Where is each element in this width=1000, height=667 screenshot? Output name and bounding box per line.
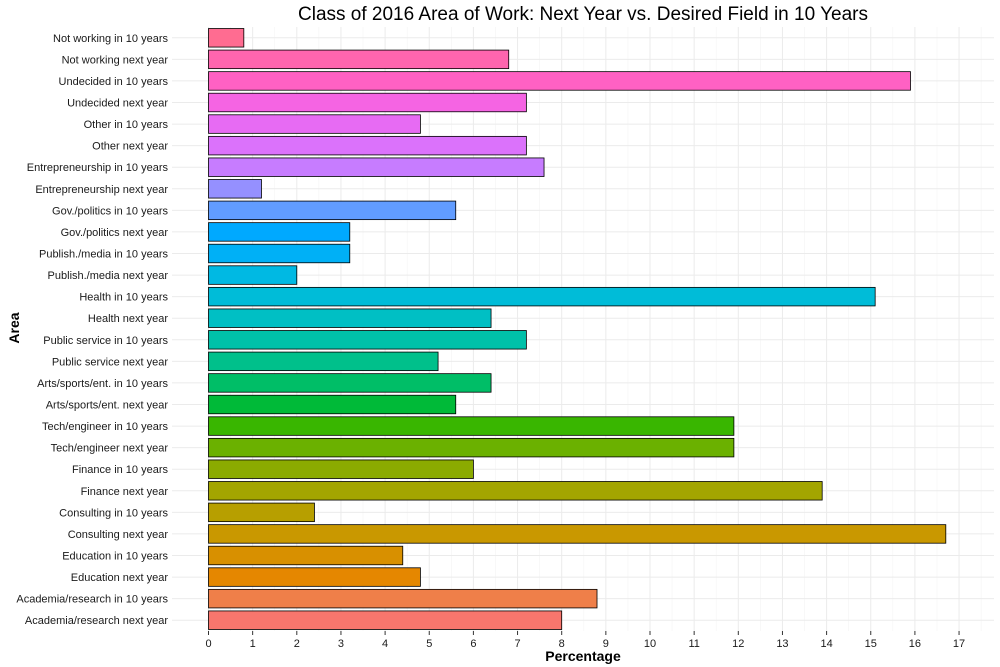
- x-tick-label: 14: [820, 638, 832, 650]
- y-tick-label: Gov./politics next year: [61, 227, 169, 239]
- x-tick-label: 12: [732, 638, 744, 650]
- y-tick-label: Finance in 10 years: [72, 464, 168, 476]
- bar: [208, 394, 457, 415]
- y-axis-title: Area: [6, 312, 22, 343]
- y-tick-label: Not working in 10 years: [53, 33, 168, 45]
- bar: [208, 200, 457, 221]
- x-tick-label: 11: [688, 638, 699, 650]
- y-tick-label: Undecided next year: [67, 98, 168, 110]
- bar: [208, 567, 421, 587]
- bar: [208, 286, 876, 307]
- bar: [208, 179, 262, 199]
- x-tick-label: 4: [382, 638, 388, 650]
- bar: [208, 545, 404, 566]
- bar: [208, 459, 474, 479]
- bar: [208, 373, 492, 393]
- y-tick-label: Finance next year: [81, 486, 169, 498]
- x-tick-label: 6: [470, 638, 476, 650]
- bar: [208, 610, 563, 630]
- bar: [208, 481, 823, 501]
- x-tick-label: 9: [603, 638, 609, 650]
- y-tick-labels: Academia/research next year Academia/rese…: [16, 33, 168, 627]
- bar: [208, 416, 735, 436]
- chart-title: Class of 2016 Area of Work: Next Year vs…: [298, 4, 868, 25]
- y-tick-label: Gov./politics in 10 years: [52, 205, 168, 217]
- x-tick-label: 1: [250, 638, 256, 650]
- bar: [208, 502, 315, 523]
- y-tick-label: Other in 10 years: [84, 119, 169, 131]
- y-tick-label: Consulting next year: [68, 529, 169, 541]
- y-tick-label: Publish./media next year: [48, 270, 169, 282]
- bar: [208, 308, 492, 328]
- y-tick-label: Tech/engineer in 10 years: [42, 421, 168, 433]
- y-tick-label: Arts/sports/ent. in 10 years: [37, 378, 168, 390]
- x-tick-label: 7: [514, 638, 520, 650]
- y-tick-label: Public service in 10 years: [43, 335, 168, 347]
- x-tick-label: 0: [205, 638, 211, 650]
- x-axis-title: Percentage: [545, 648, 621, 664]
- y-tick-label: Health next year: [88, 313, 168, 325]
- x-tick-label: 8: [559, 638, 565, 650]
- bar: [208, 588, 598, 609]
- y-tick-label: Academia/research in 10 years: [16, 594, 168, 606]
- bar: [208, 92, 527, 113]
- y-tick-label: Undecided in 10 years: [59, 76, 169, 88]
- y-tick-label: Arts/sports/ent. next year: [46, 400, 169, 412]
- x-tick-label: 10: [644, 638, 656, 650]
- bar: [208, 222, 351, 242]
- y-tick-label: Other next year: [92, 141, 168, 153]
- bar: [208, 49, 510, 70]
- x-tick-label: 3: [338, 638, 344, 650]
- bars-group: [208, 28, 947, 630]
- y-tick-label: Academia/research next year: [25, 615, 168, 627]
- bar: [208, 524, 947, 544]
- bar: [208, 157, 545, 177]
- y-tick-label: Health in 10 years: [79, 292, 168, 304]
- x-tick-label: 2: [294, 638, 300, 650]
- x-tick-label: 5: [426, 638, 432, 650]
- bar: [208, 71, 911, 91]
- bar: [208, 437, 735, 458]
- x-tick-label: 13: [776, 638, 788, 650]
- y-tick-label: Tech/engineer next year: [51, 443, 169, 455]
- y-tick-label: Education next year: [71, 572, 169, 584]
- y-tick-label: Not working next year: [62, 54, 169, 66]
- bar: [208, 265, 298, 285]
- bar: [208, 28, 245, 48]
- bar: [208, 351, 439, 372]
- x-axis: 0 1 2 3 4 5 6 7 8 9 10 11 12 13 14 15 16 17: [205, 631, 965, 650]
- y-tick-label: Consulting in 10 years: [59, 507, 168, 519]
- x-tick-label: 15: [865, 638, 877, 650]
- bar: [208, 330, 527, 350]
- y-tick-label: Public service next year: [52, 356, 168, 368]
- y-tick-label: Entrepreneurship next year: [35, 184, 168, 196]
- bar: [208, 114, 421, 134]
- bar: [208, 243, 351, 264]
- bar: [208, 135, 527, 156]
- x-tick-label: 17: [953, 638, 965, 650]
- y-tick-label: Education in 10 years: [62, 551, 168, 563]
- x-tick-label: 16: [909, 638, 921, 650]
- y-tick-label: Publish./media in 10 years: [39, 249, 169, 261]
- y-tick-label: Entrepreneurship in 10 years: [27, 162, 169, 174]
